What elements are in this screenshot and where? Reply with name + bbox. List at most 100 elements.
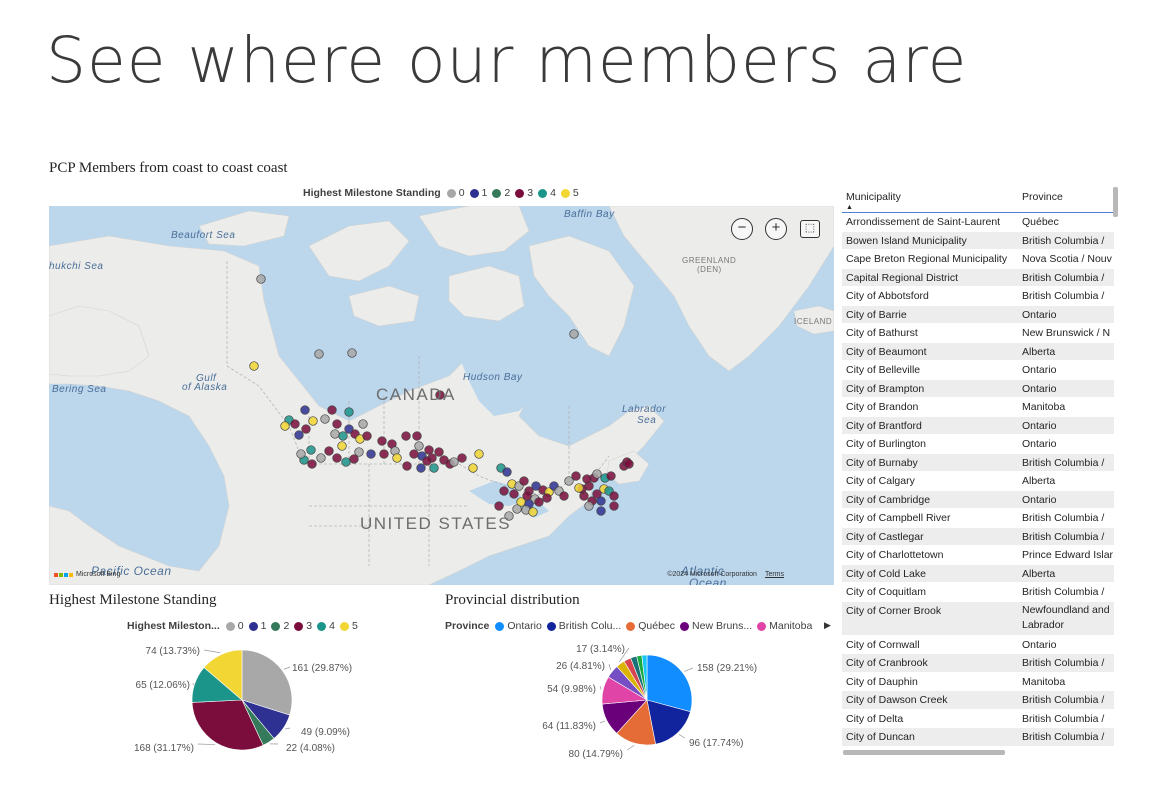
table-row[interactable]: City of Dauphin Manitoba — [842, 673, 1114, 691]
member-location-dot[interactable] — [596, 496, 606, 506]
member-location-dot[interactable] — [379, 449, 389, 459]
province-pie-slice[interactable] — [641, 654, 648, 701]
table-row[interactable]: Arrondissement de Saint-Laurent Québec — [842, 213, 1114, 232]
member-location-dot[interactable] — [457, 453, 467, 463]
member-location-dot[interactable] — [337, 441, 347, 451]
member-location-dot[interactable] — [422, 456, 432, 466]
member-location-dot[interactable] — [509, 489, 519, 499]
table-row[interactable]: City of Calgary Alberta — [842, 472, 1114, 491]
member-location-dot[interactable] — [494, 501, 504, 511]
table-row[interactable]: Cape Breton Regional Municipality Nova Sc… — [842, 250, 1114, 269]
selection-tool-button[interactable]: ⬚ — [800, 220, 820, 238]
member-location-dot[interactable] — [424, 445, 434, 455]
milestone-legend-item[interactable]: 2 — [271, 620, 289, 632]
member-location-dot[interactable] — [256, 274, 266, 284]
member-location-dot[interactable] — [392, 453, 402, 463]
table-row[interactable]: City of Cold Lake Alberta — [842, 564, 1114, 583]
province-legend-item[interactable]: Manitoba — [757, 620, 812, 632]
member-location-dot[interactable] — [571, 471, 581, 481]
member-location-dot[interactable] — [301, 424, 311, 434]
table-row[interactable]: City of Burnaby British Columbia / — [842, 453, 1114, 472]
member-location-dot[interactable] — [435, 390, 445, 400]
map-legend-item[interactable]: 3 — [515, 187, 533, 199]
milestone-legend-item[interactable]: 0 — [225, 620, 244, 632]
map-legend-item[interactable]: 4 — [538, 187, 556, 199]
member-location-dot[interactable] — [542, 493, 552, 503]
member-location-dot[interactable] — [402, 461, 412, 471]
member-location-dot[interactable] — [559, 491, 569, 501]
table-row[interactable]: City of Duncan British Columbia / — [842, 728, 1114, 747]
milestone-legend-item[interactable]: 4 — [317, 620, 335, 632]
table-row[interactable]: City of Brandon Manitoba — [842, 398, 1114, 417]
member-location-dot[interactable] — [338, 431, 348, 441]
member-location-dot[interactable] — [434, 447, 444, 457]
table-row[interactable]: City of Cornwall Ontario — [842, 636, 1114, 654]
table-row[interactable]: City of Burlington Ontario — [842, 435, 1114, 454]
member-location-dot[interactable] — [344, 407, 354, 417]
milestone-pie-slice[interactable] — [203, 649, 243, 701]
member-location-dot[interactable] — [609, 501, 619, 511]
table-row[interactable]: City of Bathurst New Brunswick / N — [842, 324, 1114, 343]
member-location-dot[interactable] — [429, 463, 439, 473]
member-location-dot[interactable] — [606, 471, 616, 481]
member-location-dot[interactable] — [332, 419, 342, 429]
table-row[interactable]: City of Belleville Ontario — [842, 361, 1114, 380]
member-location-dot[interactable] — [324, 446, 334, 456]
member-location-dot[interactable] — [504, 511, 514, 521]
member-location-dot[interactable] — [344, 424, 354, 434]
member-location-dot[interactable] — [347, 348, 357, 358]
member-location-dot[interactable] — [294, 430, 304, 440]
milestone-legend-item[interactable]: 1 — [248, 620, 266, 632]
table-row[interactable]: City of Campbell River British Columbia / — [842, 509, 1114, 528]
table-row[interactable]: City of Cambridge Ontario — [842, 490, 1114, 509]
member-location-dot[interactable] — [499, 486, 509, 496]
map-legend-item[interactable]: 2 — [492, 187, 510, 199]
member-location-dot[interactable] — [416, 463, 426, 473]
province-pie-slice[interactable] — [646, 654, 693, 713]
member-location-dot[interactable] — [569, 329, 579, 339]
column-header-municipality[interactable]: Municipality — [846, 191, 901, 203]
zoom-out-button[interactable]: − — [731, 218, 753, 240]
member-location-dot[interactable] — [531, 481, 541, 491]
table-row[interactable]: City of Charlottetown Prince Edward Islar — [842, 546, 1114, 565]
milestone-legend-item[interactable]: 3 — [294, 620, 312, 632]
member-location-dot[interactable] — [609, 491, 619, 501]
table-row[interactable]: City of Dawson Creek British Columbia / — [842, 691, 1114, 710]
member-location-dot[interactable] — [280, 421, 290, 431]
member-location-dot[interactable] — [314, 349, 324, 359]
province-pie-chart[interactable]: 158 (29.21%) 96 (17.74%) 80 (14.79%) 64 (11… — [505, 640, 805, 765]
province-legend-item[interactable]: Ontario — [495, 620, 542, 632]
member-location-dot[interactable] — [300, 405, 310, 415]
milestone-pie-chart[interactable]: 161 (29.87%) 49 (9.09%) 22 (4.08%) 168 (31.… — [110, 640, 400, 765]
table-row[interactable]: City of Brantford Ontario — [842, 416, 1114, 435]
member-location-dot[interactable] — [320, 414, 330, 424]
member-location-dot[interactable] — [327, 405, 337, 415]
member-location-dot[interactable] — [330, 429, 340, 439]
milestone-pie-slice[interactable] — [241, 649, 293, 716]
member-location-dot[interactable] — [584, 501, 594, 511]
member-location-dot[interactable] — [290, 419, 300, 429]
member-location-dot[interactable] — [596, 506, 606, 516]
member-location-dot[interactable] — [409, 449, 419, 459]
table-row[interactable]: City of Brampton Ontario — [842, 379, 1114, 398]
table-row[interactable]: City of Castlegar British Columbia / — [842, 527, 1114, 546]
member-location-dot[interactable] — [624, 459, 634, 469]
member-location-dot[interactable] — [249, 361, 259, 371]
member-location-dot[interactable] — [512, 504, 522, 514]
table-row[interactable]: City of Cranbrook British Columbia / — [842, 654, 1114, 673]
table-row[interactable]: City of Coquitlam British Columbia / — [842, 583, 1114, 602]
table-row[interactable]: Bowen Island Municipality British Columbi… — [842, 231, 1114, 250]
member-location-dot[interactable] — [332, 453, 342, 463]
map-legend-item[interactable]: 5 — [560, 187, 579, 199]
member-location-dot[interactable] — [316, 453, 326, 463]
province-pie-slice[interactable] — [646, 699, 691, 745]
province-legend-item[interactable]: New Bruns... — [680, 620, 752, 632]
member-location-dot[interactable] — [366, 449, 376, 459]
milestone-pie-slice[interactable] — [191, 699, 264, 751]
member-location-dot[interactable] — [377, 436, 387, 446]
member-location-dot[interactable] — [449, 457, 459, 467]
member-location-dot[interactable] — [582, 474, 592, 484]
member-location-dot[interactable] — [412, 431, 422, 441]
member-location-dot[interactable] — [341, 457, 351, 467]
member-location-dot[interactable] — [534, 497, 544, 507]
